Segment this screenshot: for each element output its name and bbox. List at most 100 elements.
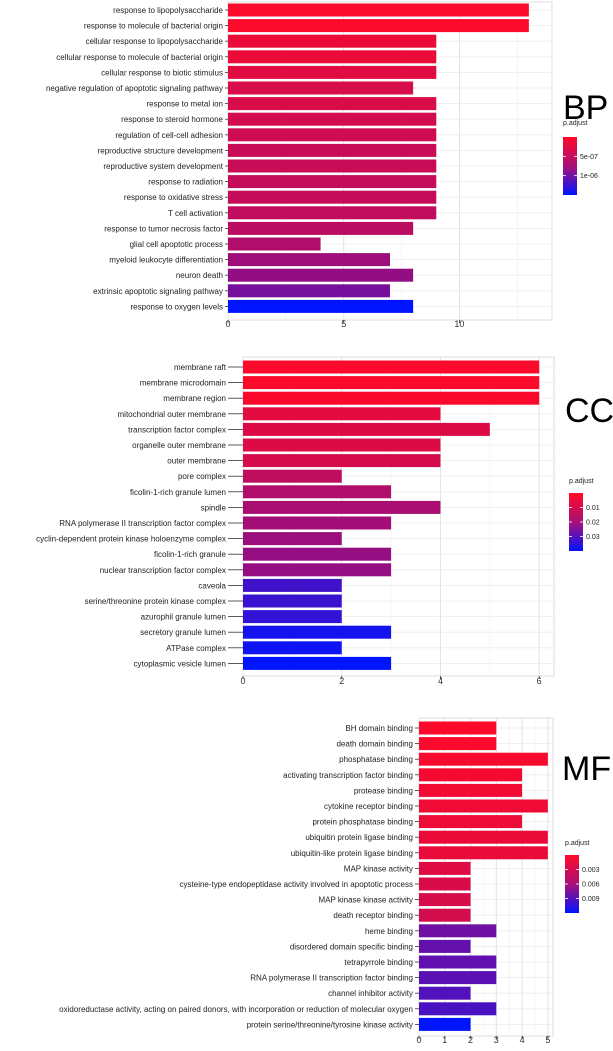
bar: [228, 3, 529, 17]
category-label: disordered domain specific binding: [290, 942, 413, 951]
category-label: death receptor binding: [333, 911, 413, 920]
category-label: negative regulation of apoptotic signali…: [46, 84, 223, 93]
category-label: membrane microdomain: [140, 379, 226, 388]
category-label: channel inhibitor activity: [328, 989, 413, 998]
bar: [243, 500, 441, 514]
bar: [243, 641, 342, 655]
bar: [419, 768, 523, 782]
bar: [243, 610, 342, 624]
bar: [228, 299, 414, 313]
category-label: ATPase complex: [166, 644, 226, 653]
bar: [243, 391, 540, 405]
category-label: MAP kinase kinase activity: [318, 896, 413, 905]
bar: [243, 516, 392, 530]
category-label: cysteine-type endopeptidase activity inv…: [180, 880, 413, 889]
bar: [419, 986, 471, 1000]
category-label: response to tumor necrosis factor: [104, 224, 223, 233]
legend-title: p.adjust: [565, 840, 590, 847]
legend-tick-label: 0.01: [586, 505, 600, 512]
bar: [228, 19, 529, 33]
category-label: T cell activation: [168, 209, 223, 218]
category-label: response to radiation: [148, 178, 223, 187]
bar: [419, 861, 471, 875]
bar: [419, 721, 497, 735]
bar: [419, 924, 497, 938]
category-label: serine/threonine protein kinase complex: [85, 597, 226, 606]
category-label: cytoplasmic vesicle lumen: [134, 659, 226, 668]
bar: [228, 221, 414, 235]
legend-tick-label: 0.02: [586, 520, 600, 527]
category-label: reproductive structure development: [98, 146, 224, 155]
bar: [419, 799, 548, 813]
tick-label: 5: [545, 1035, 550, 1045]
bar: [419, 971, 497, 985]
tick-label: 6: [537, 676, 542, 686]
tick-label: 3: [494, 1035, 499, 1045]
category-label: transcription factor complex: [128, 425, 226, 434]
category-label: extrinsic apoptotic signaling pathway: [93, 287, 223, 296]
category-label: tetrapyrrole binding: [345, 958, 413, 967]
bar: [419, 830, 548, 844]
legend-title: p.adjust: [563, 120, 588, 127]
category-label: protein phosphatase binding: [312, 818, 413, 827]
legend-tick-label: 0.006: [582, 882, 600, 889]
chart-panel-cc: membrane raft membrane microdomain membran…: [36, 356, 613, 686]
category-label: mitochondrial outer membrane: [118, 410, 227, 419]
bar: [419, 1002, 497, 1016]
category-label: nuclear transcription factor complex: [100, 566, 226, 575]
bar: [419, 815, 523, 829]
category-label: glial cell apoptotic process: [130, 240, 223, 249]
category-label: cellular response to molecule of bacteri…: [56, 53, 223, 62]
category-label: cellular response to lipopolysaccharide: [86, 37, 224, 46]
legend-colorbar: [563, 137, 577, 195]
panel-label: BP: [563, 89, 608, 127]
category-label: ficolin-1-rich granule: [154, 550, 227, 559]
legend-tick-label: 1e-06: [580, 173, 598, 180]
category-label: response to oxidative stress: [124, 193, 223, 202]
tick-label: 10: [454, 319, 464, 329]
panel-label: CC: [565, 392, 613, 430]
bar: [243, 594, 342, 608]
bar: [228, 237, 321, 251]
bar: [228, 253, 390, 267]
bar: [419, 893, 471, 907]
category-label: regulation of cell-cell adhesion: [115, 131, 223, 140]
category-label: cellular response to biotic stimulus: [101, 68, 223, 77]
category-label: BH domain binding: [345, 724, 413, 733]
category-label: protein serine/threonine/tyrosine kinase…: [247, 1020, 413, 1029]
bar: [228, 175, 437, 189]
bar: [419, 939, 471, 953]
bar: [419, 783, 523, 797]
bar: [228, 128, 437, 142]
category-label: oxidoreductase activity, acting on paire…: [59, 1005, 413, 1014]
bar: [228, 97, 437, 111]
bar: [419, 877, 471, 891]
bar: [228, 112, 437, 126]
tick-label: 2: [339, 676, 344, 686]
category-label: RNA polymerase II transcription factor b…: [250, 974, 413, 983]
bar: [228, 159, 437, 173]
color-legend: p.adjust 0.003 0.006 0.009: [565, 840, 600, 913]
category-label: neuron death: [176, 271, 223, 280]
legend-colorbar: [569, 493, 583, 551]
tick-label: 5: [341, 319, 346, 329]
category-label: cyclin-dependent protein kinase holoenzy…: [36, 535, 226, 544]
legend-colorbar: [565, 855, 579, 913]
bar: [228, 81, 414, 95]
bar: [243, 485, 392, 499]
category-label: death domain binding: [336, 740, 413, 749]
category-label: protease binding: [354, 786, 413, 795]
tick-label: 1: [442, 1035, 447, 1045]
category-label: response to metal ion: [147, 100, 224, 109]
bar: [419, 737, 497, 751]
tick-label: 2: [468, 1035, 473, 1045]
bar: [228, 34, 437, 48]
bar: [228, 143, 437, 157]
category-label: reproductive system development: [103, 162, 223, 171]
category-label: response to lipopolysaccharide: [113, 6, 223, 15]
tick-label: 0: [416, 1035, 421, 1045]
category-label: azurophil granule lumen: [141, 613, 226, 622]
tick-label: 0: [225, 319, 230, 329]
category-label: ficolin-1-rich granule lumen: [130, 488, 226, 497]
